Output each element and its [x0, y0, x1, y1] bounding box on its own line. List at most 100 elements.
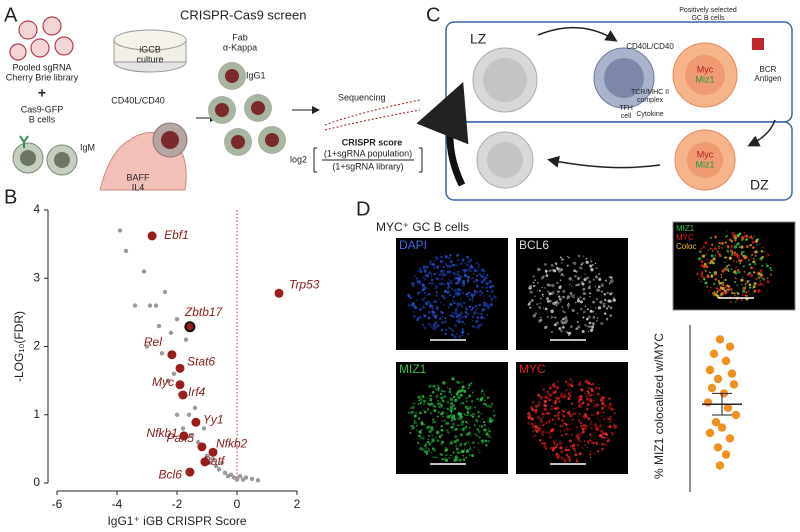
speckle: [560, 394, 564, 399]
speckle: [550, 317, 552, 319]
point: [715, 461, 725, 470]
speckle: [466, 411, 470, 414]
speckle: [453, 311, 458, 315]
speckle: [475, 283, 478, 285]
speckle: [704, 241, 708, 245]
speckle: [727, 288, 730, 291]
speckle: [449, 409, 453, 413]
speckle: [576, 283, 580, 287]
speckle: [537, 403, 540, 407]
speckle: [553, 323, 557, 327]
speckle: [584, 273, 586, 275]
point: [705, 428, 715, 438]
speckle: [714, 255, 717, 257]
speckle: [582, 415, 586, 419]
speckle: [710, 275, 714, 278]
speckle: [429, 262, 433, 266]
speckle: [554, 316, 557, 319]
speckle: [435, 295, 438, 298]
speckle: [581, 282, 585, 286]
speckle: [493, 414, 496, 417]
speckle: [567, 256, 570, 259]
speckle: [440, 425, 442, 428]
speckle: [557, 412, 559, 414]
speckle: [456, 438, 460, 442]
gene-label: Bcl6: [159, 467, 183, 481]
speckle: [532, 436, 534, 438]
speckle: [419, 290, 422, 293]
speckle: [731, 291, 734, 295]
speckle: [736, 255, 740, 259]
speckle: [458, 302, 463, 307]
speckle: [458, 458, 461, 462]
speckle: [585, 257, 588, 260]
speckle: [542, 275, 545, 278]
speckle: [412, 424, 414, 427]
speckle: [450, 419, 453, 422]
speckle: [594, 286, 597, 288]
speckle: [745, 234, 749, 238]
speckle: [415, 277, 419, 280]
speckle: [483, 392, 485, 395]
speckle: [595, 426, 597, 429]
speckle: [567, 392, 570, 395]
speckle: [471, 454, 475, 458]
speckle: [412, 426, 415, 429]
speckle: [558, 400, 561, 403]
speckle: [565, 380, 568, 383]
channel-label: MIZ1: [399, 362, 427, 376]
speckle: [465, 441, 468, 444]
speckle: [440, 412, 443, 416]
speckle: [703, 268, 705, 270]
speckle: [527, 302, 531, 306]
speckle: [413, 421, 417, 425]
speckle: [587, 276, 590, 279]
speckle: [436, 439, 440, 442]
speckle: [472, 313, 475, 315]
speckle: [454, 272, 458, 276]
speckle: [458, 288, 461, 291]
speckle: [453, 289, 457, 293]
speckle: [424, 274, 428, 278]
speckle: [446, 429, 448, 431]
speckle: [455, 392, 459, 396]
highlighted-point: [175, 363, 185, 373]
speckle: [460, 401, 464, 405]
speckle: [749, 273, 754, 277]
speckle: [412, 402, 415, 405]
speckle: [527, 422, 530, 425]
speckle: [538, 424, 540, 427]
speckle: [530, 405, 533, 408]
arrow: [537, 26, 618, 42]
speckle: [437, 411, 440, 414]
speckle: [423, 278, 427, 281]
speckle: [448, 388, 452, 391]
speckle: [427, 408, 430, 411]
speckle: [431, 403, 433, 405]
speckle: [472, 293, 476, 297]
speckle: [599, 420, 601, 422]
point: [721, 450, 731, 459]
speckle: [442, 266, 445, 269]
speckle: [556, 293, 559, 296]
speckle: [579, 424, 583, 428]
speckle: [461, 327, 464, 330]
speckle: [744, 287, 747, 289]
speckle: [712, 261, 715, 265]
speckle: [457, 258, 460, 262]
speckle: [409, 431, 412, 434]
speckle: [577, 297, 580, 300]
speckle: [481, 433, 483, 435]
speckle: [468, 447, 472, 451]
speckle: [735, 272, 738, 275]
speckle: [456, 302, 459, 306]
speckle: [467, 266, 470, 268]
speckle: [483, 276, 486, 280]
speckle: [596, 404, 598, 406]
speckle: [480, 439, 485, 443]
speckle: [596, 313, 598, 315]
speckle: [488, 419, 490, 422]
speckle: [757, 276, 761, 279]
speckle: [451, 329, 454, 331]
speckle: [480, 315, 484, 319]
